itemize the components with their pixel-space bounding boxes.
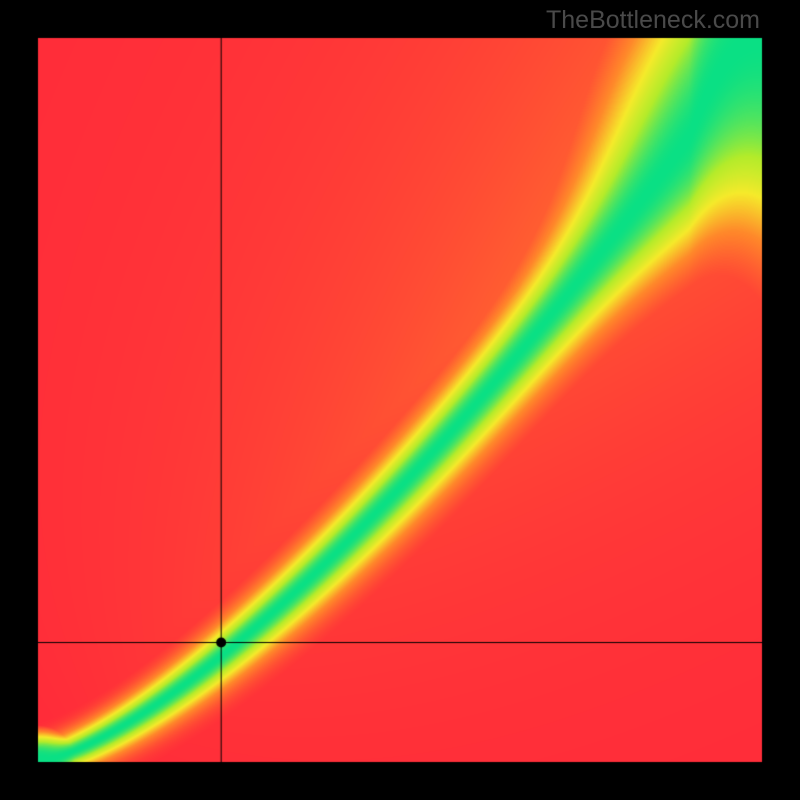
watermark-text: TheBottleneck.com [546, 6, 760, 35]
bottleneck-heatmap [0, 0, 800, 800]
